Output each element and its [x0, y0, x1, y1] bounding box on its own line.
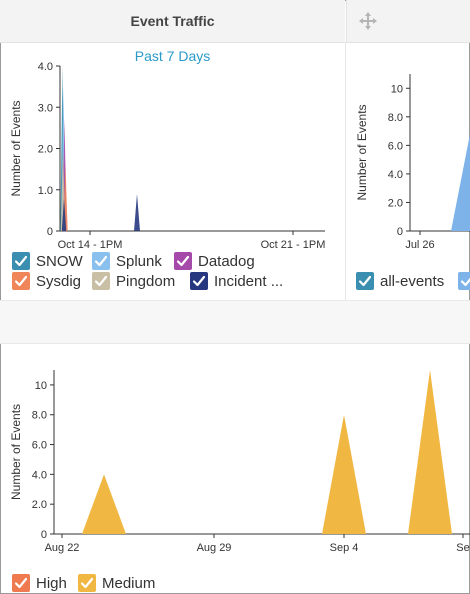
x-tick-label: Oct 21 - 1PM — [261, 239, 326, 251]
area-peak — [451, 133, 470, 231]
legend-item-partial[interactable] — [458, 272, 470, 290]
legend-label: Sysdig — [36, 272, 82, 290]
legend-item-all-events[interactable]: all-events — [356, 272, 444, 290]
x-tick-label: Aug 29 — [197, 542, 232, 554]
check-icon — [192, 275, 206, 287]
panel-header[interactable]: Event Traffic — [0, 0, 345, 43]
legend-label: Medium — [102, 574, 156, 592]
area-peak — [61, 198, 67, 231]
panel-header-band — [0, 300, 470, 344]
checkbox[interactable] — [12, 574, 30, 592]
y-tick-label: 8.0 — [388, 112, 403, 124]
check-icon — [176, 255, 190, 267]
y-tick-label: 6.0 — [388, 140, 403, 152]
bottom-legend: High Medium — [0, 574, 470, 594]
legend-label: Splunk — [116, 252, 162, 270]
y-tick-label: 10 — [391, 83, 403, 95]
right-legend: all-events — [346, 272, 470, 296]
area-peak — [408, 370, 452, 534]
check-icon — [94, 255, 108, 267]
x-tick-label: Se — [456, 542, 469, 554]
right-chart: 0 2.0 4.0 6.0 8.0 10 Number of Events Jul 26 — [355, 74, 470, 251]
checkbox[interactable] — [92, 272, 110, 290]
check-icon — [14, 275, 28, 287]
legend-label: Incident ... — [214, 272, 284, 290]
y-tick-label: 0 — [47, 226, 53, 238]
legend-item-snow[interactable]: SNOW — [12, 252, 83, 270]
legend-item-incident[interactable]: Incident ... — [190, 272, 283, 290]
y-tick-label: 0 — [397, 226, 403, 238]
y-tick-label: 2.0 — [38, 144, 53, 156]
y-tick-label: 6.0 — [32, 440, 47, 452]
checkbox[interactable] — [12, 252, 30, 270]
checkbox[interactable] — [356, 272, 374, 290]
check-icon — [14, 255, 28, 267]
area-peak — [82, 474, 126, 534]
y-tick-label: 4.0 — [388, 169, 403, 181]
legend-label: SNOW — [36, 252, 83, 270]
panel-title: Event Traffic — [130, 13, 215, 29]
y-tick-label: 3.0 — [38, 102, 53, 114]
y-axis-label: Number of Events — [355, 104, 369, 200]
panel-divider — [345, 42, 346, 300]
move-icon[interactable] — [359, 12, 377, 30]
checkbox[interactable] — [12, 272, 30, 290]
legend-label: High — [36, 574, 67, 592]
check-icon — [14, 577, 28, 589]
area-peak — [322, 414, 366, 534]
top-legend: SNOW Splunk Datadog Sysdig Pingdom Incid… — [0, 252, 345, 300]
x-tick-label: Jul 26 — [405, 239, 434, 251]
y-axis-label: Number of Events — [9, 404, 23, 500]
x-tick-label: Aug 22 — [45, 542, 80, 554]
legend-item-datadog[interactable]: Datadog — [174, 252, 255, 270]
y-tick-label: 4.0 — [32, 469, 47, 481]
check-icon — [94, 275, 108, 287]
legend-item-sysdig[interactable]: Sysdig — [12, 272, 81, 290]
y-tick-label: 10 — [35, 380, 47, 392]
legend-label: all-events — [380, 272, 445, 290]
y-axis-label: Number of Events — [9, 100, 23, 196]
x-tick-label: Sep 4 — [330, 542, 359, 554]
x-tick-label: Oct 14 - 1PM — [58, 239, 123, 251]
check-icon — [460, 277, 470, 287]
check-icon — [80, 577, 94, 589]
y-tick-label: 4.0 — [38, 61, 53, 73]
bottom-chart: 0 2.0 4.0 6.0 8.0 10 Number of Events Aug 22 Aug… — [9, 370, 470, 554]
checkbox[interactable] — [92, 252, 110, 270]
legend-label: Datadog — [198, 252, 255, 270]
y-tick-label: 2.0 — [388, 197, 403, 209]
checkbox[interactable] — [174, 252, 192, 270]
y-tick-label: 2.0 — [32, 499, 47, 511]
top-chart: 0 1.0 2.0 3.0 4.0 Number of Events Oct 14 - 1P… — [9, 61, 326, 251]
y-tick-label: 0 — [41, 529, 47, 541]
checkbox[interactable] — [458, 272, 470, 290]
legend-label: Pingdom — [116, 272, 176, 290]
y-tick-label: 8.0 — [32, 410, 47, 422]
y-tick-label: 1.0 — [38, 185, 53, 197]
legend-item-high[interactable]: High — [12, 574, 67, 592]
check-icon — [358, 275, 372, 287]
legend-item-pingdom[interactable]: Pingdom — [92, 272, 175, 290]
legend-item-splunk[interactable]: Splunk — [92, 252, 162, 270]
area-peak — [134, 193, 140, 231]
chart-subtitle: Past 7 Days — [134, 48, 211, 64]
checkbox[interactable] — [190, 272, 208, 290]
legend-item-medium[interactable]: Medium — [78, 574, 155, 592]
checkbox[interactable] — [78, 574, 96, 592]
